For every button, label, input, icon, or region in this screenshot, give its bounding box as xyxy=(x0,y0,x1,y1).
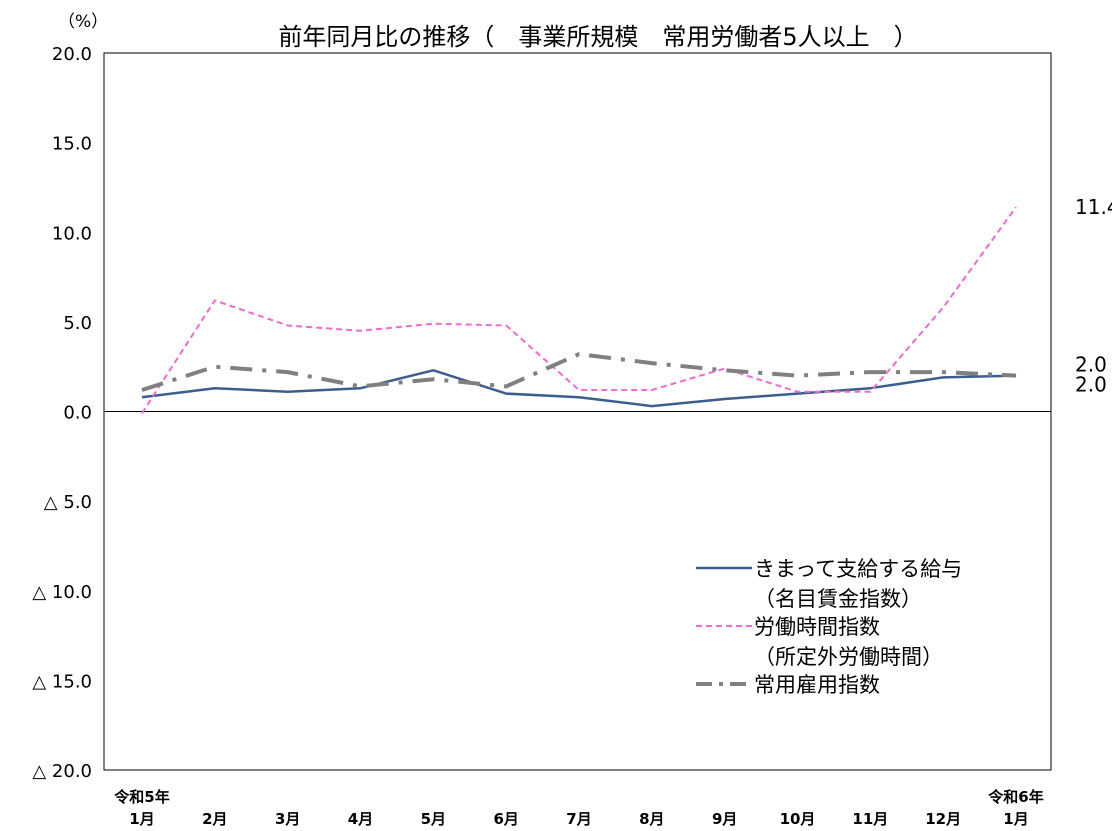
legend-label: 労働時間指数 xyxy=(754,615,880,639)
x-tick-label: 11月 xyxy=(852,810,888,828)
y-tick-label: 15.0 xyxy=(52,134,92,155)
series-layer xyxy=(141,206,1017,414)
x-tick-label: 4月 xyxy=(348,810,373,828)
y-tick-label: △ 20.0 xyxy=(32,761,92,782)
series-line-hours xyxy=(141,206,1017,414)
y-tick-label: △ 15.0 xyxy=(32,671,92,692)
legend: きまって支給する給与 （名目賃金指数） 労働時間指数 （所定外労働時間） 常用雇用指数 xyxy=(696,557,962,697)
x-tick-label: 6月 xyxy=(493,810,518,828)
x-year-label: 令和5年 xyxy=(114,788,169,806)
end-labels: 11.4 2.02.0 xyxy=(1075,195,1112,396)
x-tick-label: 3月 xyxy=(275,810,300,828)
y-tick-label: 5.0 xyxy=(63,313,92,334)
y-tick-label: 20.0 xyxy=(52,44,92,65)
series-line-wage xyxy=(141,369,1017,408)
x-tick-label: 7月 xyxy=(566,810,591,828)
end-value-label: 2.0 xyxy=(1075,353,1107,377)
chart-title: 前年同月比の推移（ 事業所規模 常用労働者5人以上 ） xyxy=(278,23,917,51)
legend-sublabel: （名目賃金指数） xyxy=(754,587,922,611)
x-year-label: 令和6年 xyxy=(988,788,1043,806)
y-tick-label: △ 5.0 xyxy=(44,492,92,513)
x-axis: 1月 2月 3月 4月 5月 6月 7月 8月 9月 10月 11月 12月 1月 令和5年 令和6年 xyxy=(114,788,1043,828)
x-tick-label: 9月 xyxy=(712,810,737,828)
end-value-label: 11.4 xyxy=(1075,195,1112,219)
x-tick-label: 1月 xyxy=(129,810,154,828)
x-tick-label: 10月 xyxy=(780,810,816,828)
legend-sublabel: （所定外労働時間） xyxy=(754,645,943,669)
end-value-label: 2.0 xyxy=(1075,373,1107,397)
legend-label: 常用雇用指数 xyxy=(754,673,880,697)
x-tick-label: 12月 xyxy=(925,810,961,828)
y-tick-label: 10.0 xyxy=(52,223,92,244)
x-tick-label: 5月 xyxy=(421,810,446,828)
legend-label: きまって支給する給与 xyxy=(754,557,962,581)
y-tick-label: △ 10.0 xyxy=(32,582,92,603)
y-tick-label: 0.0 xyxy=(63,403,92,424)
x-tick-label: 2月 xyxy=(202,810,227,828)
x-tick-label: 8月 xyxy=(639,810,664,828)
y-axis-unit: （%） xyxy=(58,12,108,32)
x-tick-label: 1月 xyxy=(1003,810,1028,828)
y-axis: 20.0 15.0 10.0 5.0 0.0 △ 5.0 △ 10.0 △ 15.0 △ 20.… xyxy=(32,44,92,782)
series-line-employment xyxy=(141,352,1017,392)
